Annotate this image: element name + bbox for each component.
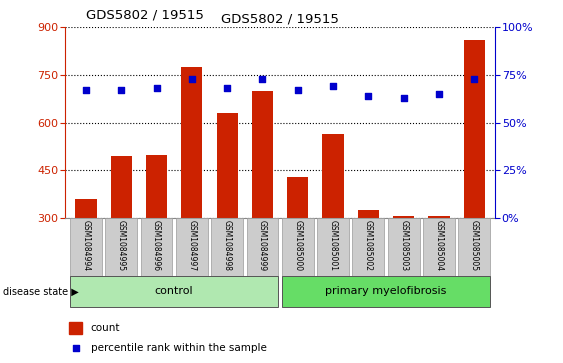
- Text: GSM1085000: GSM1085000: [293, 220, 302, 271]
- Bar: [69, 322, 82, 334]
- FancyBboxPatch shape: [105, 218, 137, 276]
- Bar: [217, 113, 238, 313]
- FancyBboxPatch shape: [282, 276, 490, 307]
- Text: GSM1085001: GSM1085001: [329, 220, 338, 270]
- Point: [435, 91, 444, 97]
- FancyBboxPatch shape: [211, 218, 243, 276]
- Point: [470, 76, 479, 82]
- FancyBboxPatch shape: [247, 218, 278, 276]
- FancyBboxPatch shape: [282, 218, 314, 276]
- FancyBboxPatch shape: [70, 276, 278, 307]
- Text: GSM1085002: GSM1085002: [364, 220, 373, 270]
- Point: [82, 87, 91, 93]
- Text: control: control: [155, 286, 194, 296]
- Text: GSM1085005: GSM1085005: [470, 220, 479, 271]
- Bar: [146, 155, 167, 313]
- Bar: [252, 91, 273, 313]
- Text: disease state ▶: disease state ▶: [3, 287, 79, 297]
- Text: GSM1084996: GSM1084996: [152, 220, 161, 271]
- Point: [399, 95, 408, 101]
- FancyBboxPatch shape: [317, 218, 349, 276]
- Point: [293, 87, 302, 93]
- Text: count: count: [91, 323, 120, 333]
- FancyBboxPatch shape: [70, 218, 102, 276]
- FancyBboxPatch shape: [388, 218, 419, 276]
- FancyBboxPatch shape: [458, 218, 490, 276]
- FancyBboxPatch shape: [423, 218, 455, 276]
- Bar: [428, 216, 449, 313]
- Text: percentile rank within the sample: percentile rank within the sample: [91, 343, 266, 354]
- Bar: [181, 67, 203, 313]
- Bar: [111, 156, 132, 313]
- Text: GSM1085004: GSM1085004: [435, 220, 444, 271]
- Text: primary myelofibrosis: primary myelofibrosis: [325, 286, 446, 296]
- Bar: [323, 134, 343, 313]
- Text: GSM1084994: GSM1084994: [82, 220, 91, 271]
- Text: GSM1084995: GSM1084995: [117, 220, 126, 271]
- Text: GSM1084999: GSM1084999: [258, 220, 267, 271]
- Text: GSM1084997: GSM1084997: [187, 220, 196, 271]
- FancyBboxPatch shape: [176, 218, 208, 276]
- Point: [364, 93, 373, 99]
- Bar: [287, 176, 309, 313]
- Point: [117, 87, 126, 93]
- Bar: [75, 199, 96, 313]
- Text: GSM1085003: GSM1085003: [399, 220, 408, 271]
- Bar: [358, 210, 379, 313]
- Point: [258, 76, 267, 82]
- Bar: [464, 40, 485, 313]
- Text: GSM1084998: GSM1084998: [222, 220, 231, 270]
- Point: [71, 346, 80, 351]
- Text: GDS5802 / 19515: GDS5802 / 19515: [86, 9, 204, 22]
- FancyBboxPatch shape: [141, 218, 172, 276]
- Bar: [393, 216, 414, 313]
- Point: [187, 76, 196, 82]
- Point: [152, 85, 161, 91]
- Point: [222, 85, 231, 91]
- Point: [329, 83, 338, 89]
- Text: GDS5802 / 19515: GDS5802 / 19515: [221, 13, 339, 26]
- FancyBboxPatch shape: [352, 218, 384, 276]
